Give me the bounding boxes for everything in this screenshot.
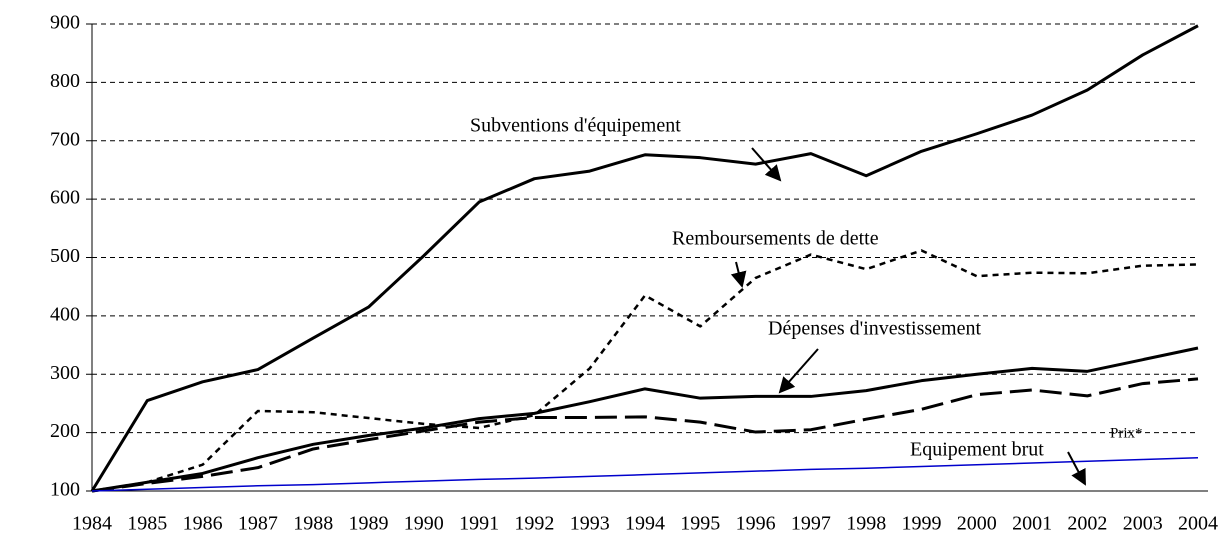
x-tick-label: 1985 [127, 513, 167, 535]
arrow [730, 261, 747, 288]
x-tick-label: 1999 [902, 513, 942, 535]
x-tick-label: 2004 [1178, 513, 1218, 535]
x-tick-label: 1986 [183, 513, 223, 535]
y-tick-label: 700 [50, 128, 80, 150]
line-series [91, 346, 1199, 493]
annotation: Dépenses d'investissement [768, 318, 981, 340]
arrow [751, 147, 782, 182]
y-tick-label: 100 [50, 479, 80, 501]
x-tick-label: 1984 [72, 513, 112, 535]
x-tick-label: 1997 [791, 513, 831, 535]
x-tick-label: 1990 [404, 513, 444, 535]
annotation: Subventions d'équipement [470, 115, 681, 137]
arrow [778, 348, 819, 394]
annotation: Equipement brut [910, 439, 1044, 461]
x-tick-label: 1988 [293, 513, 333, 535]
y-tick-label: 600 [50, 187, 80, 209]
x-tick-label: 1993 [570, 513, 610, 535]
arrow [1067, 451, 1086, 486]
y-tick-label: 500 [50, 245, 80, 267]
x-tick-label: 2002 [1067, 513, 1107, 535]
y-tick-label: 800 [50, 70, 80, 92]
x-tick-label: 1995 [680, 513, 720, 535]
y-tick-label: 400 [50, 303, 80, 325]
annotation: Prix* [1110, 425, 1143, 441]
x-tick-label: 1998 [846, 513, 886, 535]
y-tick-label: 300 [50, 362, 80, 384]
x-tick-label: 1991 [459, 513, 499, 535]
line-series [90, 24, 1199, 492]
line-series [91, 249, 1199, 493]
x-tick-label: 1987 [238, 513, 278, 535]
x-tick-label: 1992 [514, 513, 554, 535]
annotations: Subventions d'équipement Remboursements … [470, 115, 1143, 486]
annotation: Remboursements de dette [672, 228, 879, 250]
y-tick-label: 200 [50, 420, 80, 442]
x-tick-label: 2003 [1123, 513, 1163, 535]
x-tick-label: 1996 [736, 513, 776, 535]
line-series [91, 456, 1199, 492]
x-tick-label: 2001 [1012, 513, 1052, 535]
x-tick-label: 1994 [625, 513, 665, 535]
x-tick-label: 2000 [957, 513, 997, 535]
x-tick-label: 1989 [349, 513, 389, 535]
y-tick-label: 900 [50, 12, 80, 34]
line-series [91, 377, 1199, 493]
